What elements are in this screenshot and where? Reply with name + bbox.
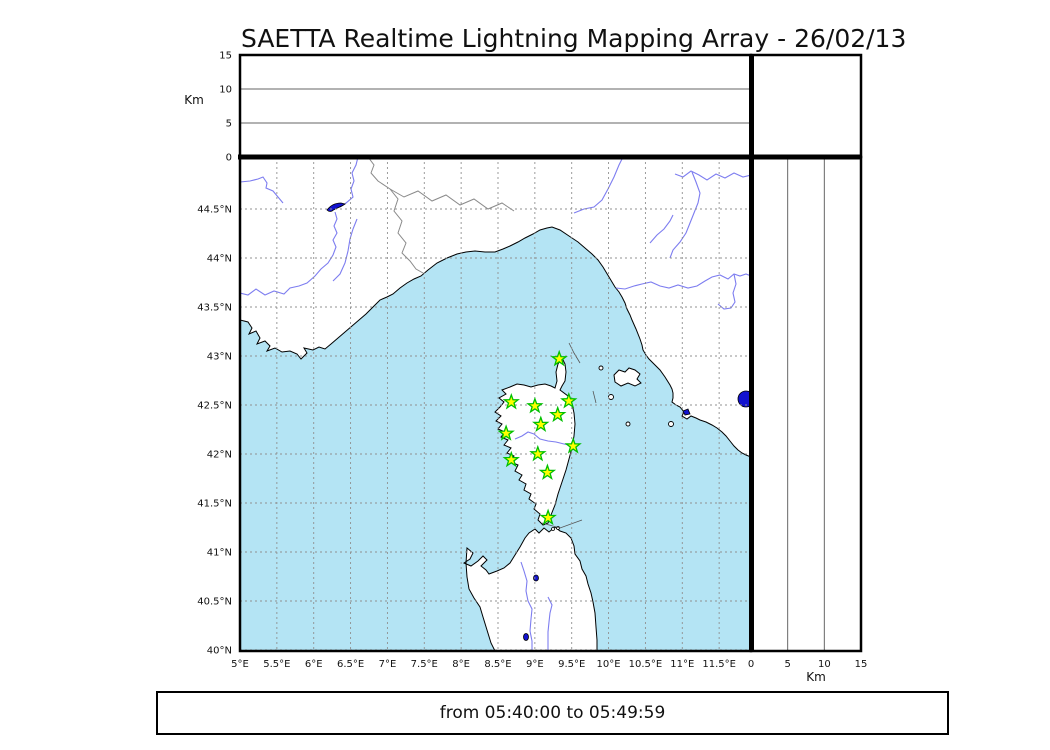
lat-tick-label: 44.5°N: [197, 205, 232, 216]
altitude-tick-label: 0: [748, 659, 754, 670]
rivers: [240, 157, 751, 651]
map-detail-lines: [541, 342, 597, 529]
station-star-marker: [560, 391, 578, 409]
lat-tick-label: 42.5°N: [197, 401, 232, 412]
station-star-marker: [549, 405, 567, 423]
station-star-marker: [550, 349, 568, 367]
station-star-marker: [564, 437, 582, 454]
lon-tick-label: 9.5°E: [558, 659, 585, 670]
time-range-text: from 05:40:00 to 05:49:59: [439, 703, 666, 723]
right-panel-km-label: Km: [806, 670, 826, 684]
altitude-tick-label: 5: [226, 119, 232, 130]
lat-tick-label: 40°N: [207, 646, 232, 657]
lon-tick-label: 11°E: [670, 659, 694, 670]
lon-tick-label: 10°E: [597, 659, 621, 670]
map-geography: [240, 157, 751, 651]
lake-sardinia: [533, 574, 539, 582]
gorgona-island: [598, 365, 604, 371]
altitude-tick-label: 0: [226, 153, 232, 164]
elba-island: [613, 367, 642, 387]
lake-bolsena: [737, 390, 751, 408]
strait-islet: [551, 527, 555, 531]
station-star-marker: [502, 392, 520, 410]
lat-tick-label: 44°N: [207, 254, 232, 265]
station-star-marker: [497, 424, 515, 441]
country-borders: [367, 157, 515, 274]
lat-tick-label: 43°N: [207, 352, 232, 363]
lon-tick-label: 8°E: [452, 659, 470, 670]
lat-tick-label: 41°N: [207, 548, 232, 559]
altitude-tick-label: 10: [818, 659, 831, 670]
lon-tick-label: 8.5°E: [484, 659, 511, 670]
station-star-marker: [532, 415, 550, 432]
figure-title: SAETTA Realtime Lightning Mapping Array …: [241, 24, 907, 53]
lon-tick-label: 10.5°E: [629, 659, 663, 670]
top-panel-frame: [238, 53, 753, 159]
altitude-tick-label: 10: [219, 85, 232, 96]
lon-tick-label: 6°E: [305, 659, 323, 670]
top-right-box-frame: [749, 53, 863, 159]
panel-frames: [238, 53, 863, 653]
lat-tick-label: 43.5°N: [197, 303, 232, 314]
lat-tick-label: 41.5°N: [197, 499, 232, 510]
panel-grid-layer: [240, 88, 825, 651]
lake-sardinia: [523, 633, 529, 641]
tick-layer: 5°E 5.5°E 6°E 6.5°E 7°E 7.5°E 8°E 8.5°E 9°E 9.5°E…: [197, 51, 867, 671]
lon-tick-label: 7°E: [379, 659, 397, 670]
pianosa-island: [625, 421, 631, 427]
lon-tick-label: 9°E: [526, 659, 544, 670]
lon-tick-label: 5.5°E: [263, 659, 290, 670]
station-star-marker: [539, 508, 557, 526]
lon-tick-label: 7.5°E: [411, 659, 438, 670]
lon-tick-label: 6.5°E: [337, 659, 364, 670]
station-star-marker: [529, 444, 547, 462]
altitude-tick-label: 15: [855, 659, 868, 670]
lat-tick-label: 40.5°N: [197, 597, 232, 608]
station-star-marker: [538, 463, 557, 480]
lon-tick-label: 5°E: [231, 659, 249, 670]
lakes: [326, 202, 751, 641]
station-star-marker: [526, 396, 544, 414]
right-panel-frame: [749, 155, 863, 653]
top-panel-km-label: Km: [184, 93, 204, 107]
lat-tick-label: 42°N: [207, 450, 232, 461]
argentario-lagoon: [682, 408, 691, 416]
altitude-tick-label: 5: [784, 659, 790, 670]
sardinia-island: [462, 526, 598, 651]
altitude-tick-label: 15: [219, 51, 232, 62]
capraia-island: [608, 394, 614, 400]
sea: [240, 226, 751, 651]
station-layer: [497, 349, 582, 526]
station-star-marker: [502, 450, 520, 468]
time-range-box: from 05:40:00 to 05:49:59: [156, 691, 949, 735]
giglio-island: [668, 421, 674, 427]
lon-tick-label: 11.5°E: [702, 659, 736, 670]
